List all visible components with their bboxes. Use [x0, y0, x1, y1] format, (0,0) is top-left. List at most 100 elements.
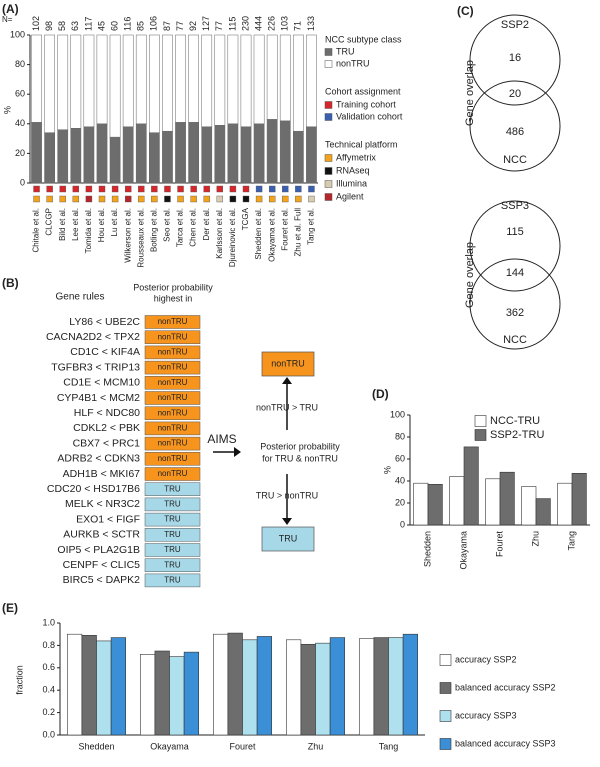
bar-segment: [149, 34, 160, 133]
gene-rule: ADH1B < MKI67: [63, 468, 140, 480]
x-tick-label: CLCGP: [45, 208, 54, 236]
gene-rule: LY86 < UBE2C: [69, 316, 140, 328]
class-box: [144, 360, 201, 375]
gene-rule: CDC20 < HSD17B6: [47, 483, 140, 495]
n-value: 102: [31, 16, 41, 31]
edge-label: TRU > nonTRU: [256, 490, 318, 500]
y-axis-label: fraction: [14, 665, 24, 695]
legend-label: accuracy SSP3: [455, 710, 517, 720]
platform-marker: [282, 195, 289, 203]
x-tick-label: Shedden et al.: [254, 208, 263, 260]
bar: [535, 498, 551, 526]
panel-label: (E): [2, 601, 18, 615]
class-box: [144, 436, 201, 451]
bar-segment: [109, 34, 121, 138]
class-label: nonTRU: [158, 469, 188, 478]
y-tick-label: 60: [395, 453, 405, 463]
center-label: for TRU & nonTRU: [262, 453, 338, 463]
bar-segment: [253, 123, 265, 184]
bar: [67, 633, 83, 736]
platform-marker: [216, 195, 224, 203]
platform-marker: [151, 195, 158, 203]
legend-title: Technical platform: [325, 139, 398, 149]
y-axis-label: %: [2, 106, 12, 114]
x-tick-label: TCGA: [241, 207, 250, 230]
y-tick-label: 0.4: [42, 685, 55, 695]
class-box: [144, 345, 201, 360]
bar: [402, 633, 419, 736]
n-value: 71: [293, 21, 303, 31]
bar: [329, 637, 346, 736]
legend-swatch: [324, 101, 333, 109]
bar-segment: [135, 34, 147, 125]
x-tick-label: Bild et al.: [58, 208, 67, 241]
class-label: nonTRU: [158, 317, 188, 326]
bar: [227, 632, 243, 736]
gene-rule: CBX7 < PRC1: [73, 437, 141, 449]
bar-segment: [96, 123, 108, 184]
n-value: 116: [123, 17, 133, 31]
bar: [521, 486, 537, 526]
venn-set: SSP2: [501, 19, 529, 31]
x-tick-label: Lee et al.: [71, 208, 80, 241]
bar-segment: [122, 126, 134, 184]
cohort-marker: [111, 185, 119, 193]
legend-label: SSP2-TRU: [490, 429, 544, 441]
bar-segment: [253, 34, 265, 125]
bar: [463, 446, 479, 526]
venn-axis-label: Gene overlap: [464, 242, 476, 308]
x-tick-label: Tang: [566, 531, 576, 551]
legend-swatch: [324, 193, 333, 201]
panel-label: (D): [372, 387, 389, 401]
gene-rule: HLF < NDC80: [74, 407, 140, 419]
bar: [557, 482, 573, 526]
cohort-marker: [190, 185, 197, 193]
bar-segment: [201, 126, 213, 184]
class-label: nonTRU: [158, 424, 188, 433]
platform-marker: [295, 195, 302, 203]
n-value: 127: [201, 16, 211, 31]
bar: [485, 478, 501, 526]
n-value: 77: [214, 21, 224, 31]
gene-rule: EXO1 < FIGF: [76, 513, 140, 525]
legend-swatch: [324, 167, 333, 175]
class-box: [144, 558, 201, 572]
x-tick-label: Hou et al.: [97, 208, 106, 242]
x-tick-label: Okayama: [458, 531, 468, 570]
legend-swatch: [439, 654, 452, 666]
panel-label: (C): [457, 4, 474, 18]
cohort-marker: [229, 185, 237, 193]
bar-segment: [96, 34, 108, 125]
platform-marker: [59, 195, 66, 203]
legend-swatch: [324, 48, 333, 56]
legend-swatch: [324, 180, 333, 188]
x-tick-label: Chitale et al.: [32, 208, 41, 252]
x-tick-label: Lu et al.: [110, 208, 119, 236]
n-value: 106: [149, 16, 159, 31]
bar-segment: [175, 34, 186, 123]
x-tick-label: Rousseaux et al.: [136, 208, 145, 268]
cohort-marker: [216, 185, 224, 193]
y-tick-label: 60: [15, 89, 25, 99]
legend-swatch: [324, 60, 333, 68]
class-box: [144, 391, 201, 405]
legend-title: Cohort assignment: [325, 86, 401, 96]
class-box: [144, 315, 201, 329]
legend-label: Illumina: [336, 178, 367, 188]
legend-label: Training cohort: [336, 99, 396, 109]
bar-segment: [293, 34, 304, 132]
bar: [373, 637, 389, 736]
x-tick-label: Okayama et al.: [267, 208, 276, 262]
n-value: 133: [306, 16, 316, 31]
x-tick-label: Fouret: [229, 741, 256, 751]
n-value: 92: [188, 21, 198, 31]
y-tick-label: 40: [15, 118, 25, 128]
cohort-marker: [46, 185, 53, 193]
venn-count: 115: [506, 226, 524, 238]
platform-marker: [203, 195, 210, 203]
class-box: [144, 573, 201, 588]
platform-marker: [46, 195, 53, 203]
class-label: TRU: [164, 560, 181, 569]
bar-segment: [70, 127, 82, 184]
